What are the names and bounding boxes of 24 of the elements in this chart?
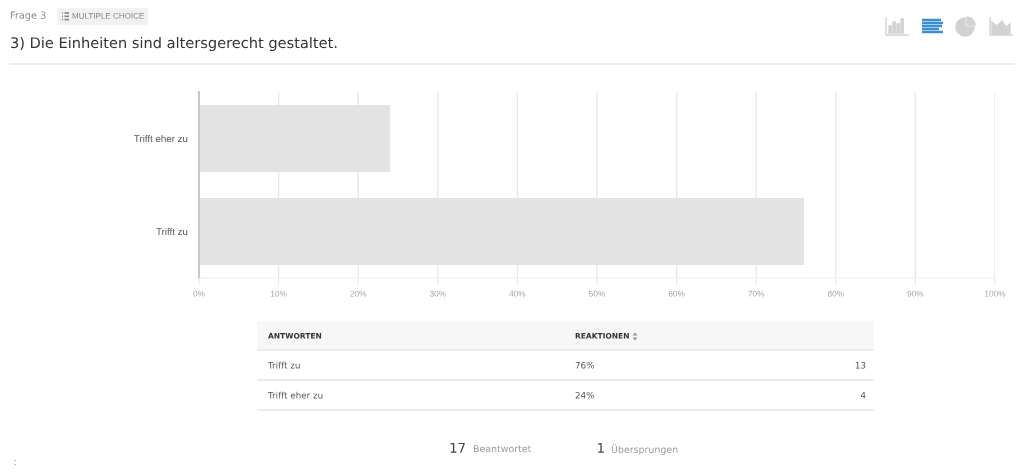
- x-tick-label: 70%: [748, 290, 765, 297]
- category-label: Trifft zu: [267, 361, 300, 369]
- x-tick-label: 40%: [509, 290, 526, 297]
- category-label: Trifft eher zu: [267, 391, 323, 399]
- text: 17: [450, 443, 465, 453]
- text: 4: [860, 392, 866, 399]
- x-tick-label: 60%: [668, 290, 685, 297]
- text: 24%: [575, 391, 594, 399]
- x-tick-label: 100%: [984, 290, 1006, 297]
- x-tick-label: 30%: [429, 290, 446, 297]
- x-tick-label: 50%: [588, 290, 606, 297]
- text: 76%: [575, 361, 594, 369]
- x-tick-label: 20%: [350, 290, 367, 297]
- text: MULTIPLE CHOICE: [72, 12, 145, 19]
- text: Beantwortet: [473, 445, 532, 453]
- x-tick-label: 10%: [270, 290, 287, 297]
- text: Übersprungen: [611, 444, 678, 455]
- chart-title: 3) Die Einheiten sind altersgerecht gestaltet.: [11, 36, 337, 52]
- x-tick-label: 90%: [907, 290, 924, 297]
- x-tick-label: 0%: [193, 290, 205, 297]
- text: Frage 3: [10, 11, 46, 21]
- x-tick-label: 80%: [827, 290, 844, 297]
- text: 13: [855, 361, 866, 369]
- text: 1: [598, 443, 604, 453]
